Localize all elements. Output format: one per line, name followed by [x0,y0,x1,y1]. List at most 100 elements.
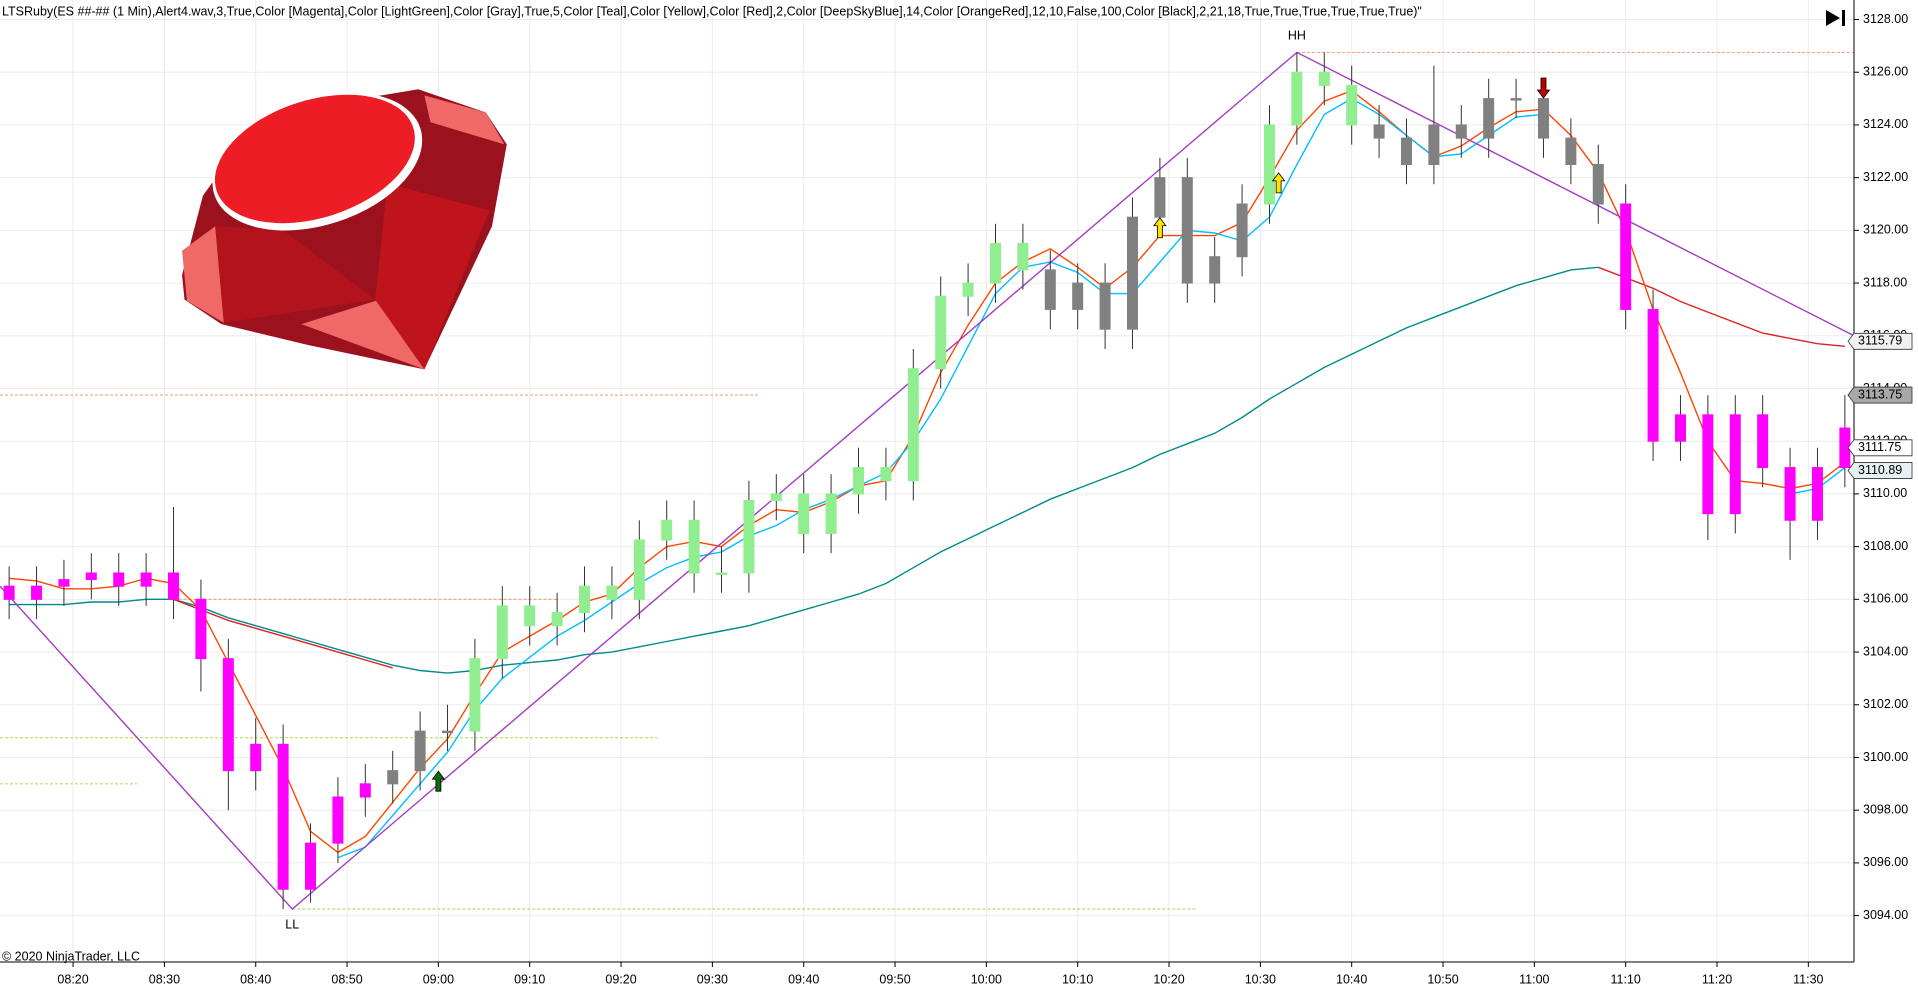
x-tick-label: 10:00 [971,972,1002,986]
candle-body [1044,269,1056,310]
line-series [337,97,1544,859]
y-tick-label: 3106.00 [1863,592,1908,606]
candle-body [1455,124,1467,139]
y-tick-label: 3100.00 [1863,750,1908,764]
x-tick-label: 11:00 [1519,972,1549,986]
ruby-logo [182,89,507,370]
candle-body [770,493,782,502]
candle-body [85,572,97,581]
candle-body [496,605,508,660]
candle-body [442,730,454,734]
candle-body [524,605,536,627]
candle-body [1729,414,1741,515]
icon-bar[interactable] [1842,10,1845,26]
y-tick-label: 3122.00 [1863,170,1908,184]
candle-body [1099,282,1111,330]
line-series [173,598,393,669]
candle-body [1263,124,1275,205]
x-tick-label: 11:10 [1610,972,1640,986]
candle-body [1565,137,1577,165]
candle-body [1181,177,1193,284]
price-marker-label: 3111.75 [1858,440,1901,454]
x-tick-label: 09:00 [423,972,454,986]
candle-body [250,743,262,772]
candle-body [551,612,563,627]
logo-facet [424,95,505,145]
x-tick-label: 08:50 [331,972,362,986]
candle-body [633,539,645,600]
candle-body [168,572,180,600]
price-marker [1847,332,1913,350]
candle-body [1483,98,1495,139]
candle-body [31,585,43,600]
price-marker [1847,439,1913,457]
candle-body [743,500,755,574]
x-tick-label: 11:30 [1793,972,1823,986]
candle-body [579,585,591,614]
candle-body [3,585,15,600]
logo-top [214,94,415,224]
x-tick-label: 10:10 [1062,972,1093,986]
x-tick-label: 08:30 [149,972,180,986]
candle-body [359,783,371,798]
x-tick-label: 09:50 [879,972,910,986]
y-tick-label: 3096.00 [1863,855,1908,869]
candle-body [113,572,125,587]
axis-end-button[interactable] [1826,10,1845,26]
x-tick-label: 11:20 [1702,972,1732,986]
x-tick-label: 10:50 [1427,972,1458,986]
candle-body [332,796,344,844]
candle-body [387,770,399,785]
price-marker-label: 3113.75 [1858,387,1902,401]
y-tick-label: 3118.00 [1863,275,1907,289]
line-series [1598,266,1845,347]
y-tick-label: 3094.00 [1863,908,1908,922]
candle-body [935,295,947,370]
chart-title: LTSRuby(ES ##-## (1 Min),Alert4.wav,3,Tr… [2,4,1422,18]
candle-body [1510,98,1522,101]
candle-body [1291,71,1303,126]
candle-body [907,368,919,482]
y-tick-label: 3098.00 [1863,802,1908,816]
candle-body [798,493,810,534]
y-tick-label: 3104.00 [1863,644,1908,658]
candle-body [1126,216,1138,330]
x-tick-label: 10:40 [1336,972,1367,986]
y-tick-label: 3110.00 [1863,486,1907,500]
candle-body [1072,282,1084,310]
candle-body [1209,256,1221,284]
signal-arrow [1153,217,1167,239]
candle-body [195,598,207,660]
candle-body [1537,98,1549,139]
candle-body [1154,177,1166,218]
candle-body [1647,308,1659,442]
pivot-label: LL [285,917,299,931]
price-marker-label: 3115.79 [1858,334,1902,348]
candle-body [305,842,317,890]
candle-body [1620,203,1632,310]
signal-arrow [1271,172,1286,194]
x-tick-label: 08:20 [57,972,88,986]
candle-body [140,572,152,587]
x-tick-label: 08:40 [240,972,271,986]
y-tick-label: 3126.00 [1863,65,1908,79]
candle-body [1236,203,1248,258]
candle-body [1757,414,1769,469]
y-tick-label: 3108.00 [1863,539,1908,553]
candle-body [1784,467,1796,521]
candle-body [989,243,1001,284]
x-tick-label: 09:10 [514,972,545,986]
candle-body [222,658,234,772]
icon-triangle[interactable] [1826,10,1840,26]
logo-facet [182,226,224,323]
zigzag-line [0,51,1855,910]
line-series [9,266,1599,674]
candle-body [688,519,700,574]
price-marker [1847,462,1913,479]
candle-body [1811,467,1823,521]
x-tick-label: 09:20 [605,972,636,986]
y-tick-label: 3102.00 [1863,697,1908,711]
pivot-label: HH [1288,29,1306,43]
